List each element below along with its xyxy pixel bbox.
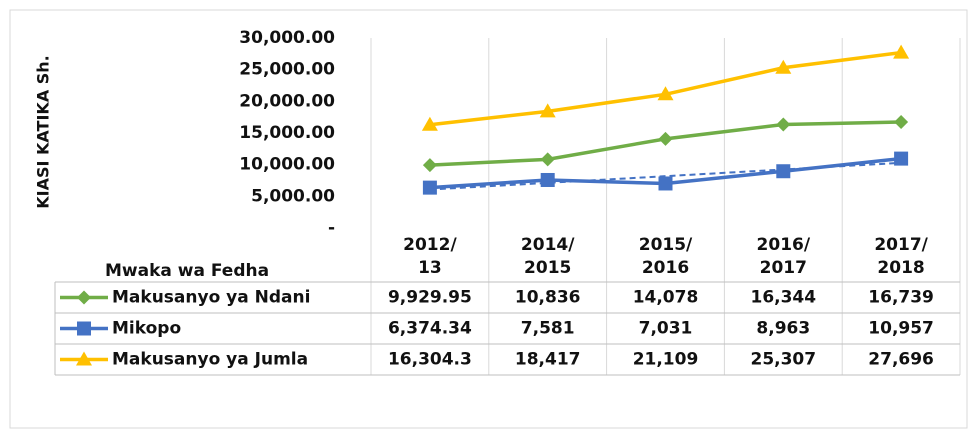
marker (894, 114, 909, 129)
marker (422, 158, 437, 173)
x-tick-label: 2016/2017 (757, 235, 811, 278)
marker (894, 151, 909, 166)
marker (658, 176, 673, 191)
marker (775, 59, 792, 74)
marker (539, 103, 556, 118)
marker (657, 86, 674, 101)
legend-label: Makusanyo ya Jumla (112, 350, 308, 370)
data-label: 8,963 (756, 319, 810, 339)
legend-marker (77, 290, 91, 305)
data-label: 25,307 (750, 350, 816, 370)
data-label: 14,078 (633, 288, 699, 308)
y-tick-label: 15,000.00 (239, 123, 335, 143)
x-tick-label: 2017/2018 (874, 235, 928, 278)
data-label: 7,031 (639, 319, 693, 339)
marker (658, 131, 673, 146)
data-label: 7,581 (521, 319, 575, 339)
y-tick-label: 5,000.00 (251, 186, 335, 206)
data-label: 9,929.95 (388, 288, 472, 308)
y-axis-label: KIASI KATIKA Sh. (34, 55, 53, 209)
y-tick-label: 10,000.00 (239, 155, 335, 175)
data-label: 16,344 (750, 288, 816, 308)
y-tick-label: 30,000.00 (239, 28, 335, 48)
data-label: 16,739 (868, 288, 934, 308)
marker (893, 44, 910, 59)
data-label: 27,696 (868, 350, 934, 370)
marker (776, 117, 791, 132)
marker (776, 164, 791, 179)
data-label: 6,374.34 (388, 319, 472, 339)
marker (540, 152, 555, 167)
marker (540, 172, 555, 187)
x-tick-label: 2012/13 (403, 235, 457, 278)
y-tick-label: 25,000.00 (239, 60, 335, 80)
legend-label: Mikopo (112, 319, 181, 339)
y-tick-label: - (328, 218, 335, 238)
data-label: 10,836 (515, 288, 581, 308)
marker (422, 180, 437, 195)
x-tick-label: 2015/2016 (639, 235, 693, 278)
legend-marker (76, 351, 92, 366)
data-label: 18,417 (515, 350, 581, 370)
data-label: 21,109 (633, 350, 699, 370)
marker (421, 116, 438, 131)
trendline (429, 161, 902, 191)
x-axis-label: Mwaka wa Fedha (105, 261, 269, 281)
legend-label: Makusanyo ya Ndani (112, 288, 310, 308)
legend-marker (77, 321, 91, 336)
y-tick-label: 20,000.00 (239, 91, 335, 111)
x-tick-label: 2014/2015 (521, 235, 575, 278)
data-label: 16,304.3 (388, 350, 472, 370)
data-label: 10,957 (868, 319, 934, 339)
